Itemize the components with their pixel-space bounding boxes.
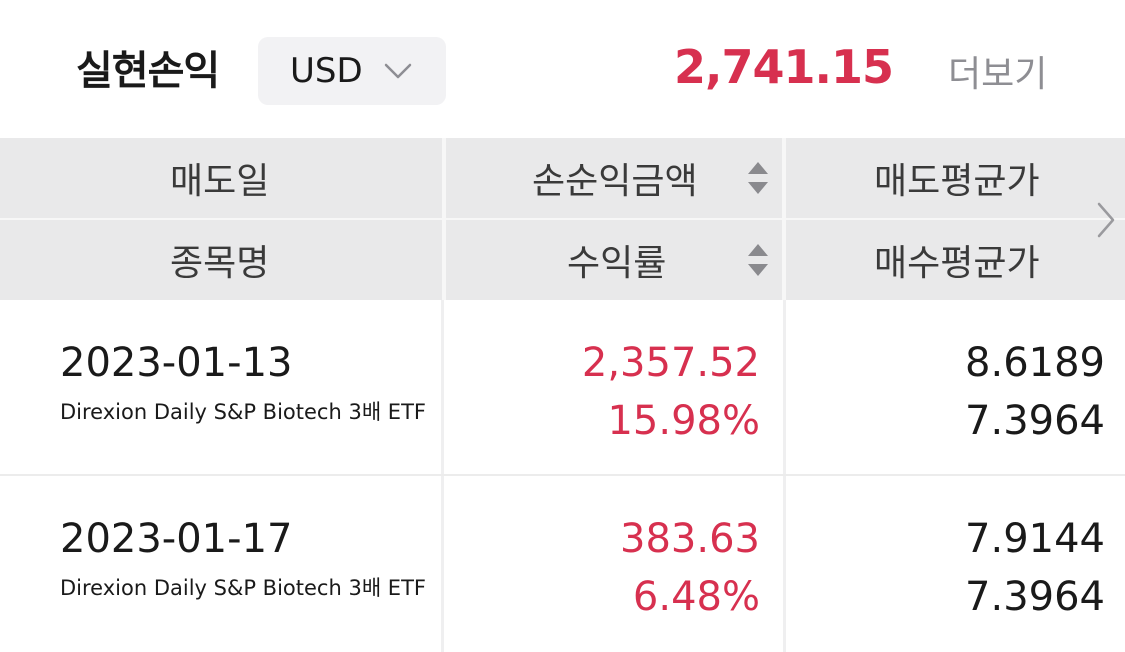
pl-amount: 383.63: [620, 516, 760, 562]
header-divider: [0, 218, 1125, 220]
return-rate: 6.48%: [632, 574, 760, 620]
sort-updown-icon[interactable]: [746, 158, 770, 198]
chevron-down-icon: [383, 56, 413, 86]
column-header-sell-avg-price: 매도평균가: [874, 161, 1040, 202]
stock-name: Direxion Daily S&P Biotech 3배 ETF: [60, 400, 426, 424]
column-divider: [783, 300, 786, 476]
column-header-stock-name: 종목명: [170, 243, 270, 284]
sort-updown-icon[interactable]: [746, 240, 770, 280]
table-row[interactable]: 2023-01-17 Direxion Daily S&P Biotech 3배…: [0, 476, 1125, 652]
buy-avg-price: 7.3964: [965, 574, 1105, 620]
column-divider: [783, 476, 786, 652]
row-divider: [0, 474, 1125, 476]
column-header-return-rate[interactable]: 수익률: [567, 243, 667, 284]
currency-select[interactable]: USD: [258, 37, 446, 105]
chevron-right-icon[interactable]: [1094, 200, 1118, 240]
table-row[interactable]: 2023-01-13 Direxion Daily S&P Biotech 3배…: [0, 300, 1125, 476]
page-title: 실현손익: [76, 48, 220, 94]
buy-avg-price: 7.3964: [965, 398, 1105, 444]
pl-amount: 2,357.52: [581, 340, 760, 386]
column-divider: [442, 138, 446, 300]
stock-name: Direxion Daily S&P Biotech 3배 ETF: [60, 576, 426, 600]
column-header-sell-date: 매도일: [170, 161, 270, 202]
sell-avg-price: 8.6189: [965, 340, 1105, 386]
column-header-pl-amount[interactable]: 손순익금액: [532, 161, 698, 202]
column-divider: [441, 476, 444, 652]
more-link[interactable]: 더보기: [948, 54, 1048, 95]
sell-avg-price: 7.9144: [965, 516, 1105, 562]
realized-pl-total: 2,741.15: [674, 40, 894, 94]
sell-date: 2023-01-17: [60, 516, 293, 562]
column-divider: [782, 138, 786, 300]
currency-select-value: USD: [290, 51, 363, 91]
summary-header: 실현손익 USD 2,741.15 더보기: [0, 0, 1125, 138]
sell-date: 2023-01-13: [60, 340, 293, 386]
column-header-buy-avg-price: 매수평균가: [874, 243, 1040, 284]
return-rate: 15.98%: [607, 398, 760, 444]
column-divider: [441, 300, 444, 476]
table-header: 매도일 손순익금액 매도평균가 종목명 수익률 매수평균가: [0, 138, 1125, 300]
